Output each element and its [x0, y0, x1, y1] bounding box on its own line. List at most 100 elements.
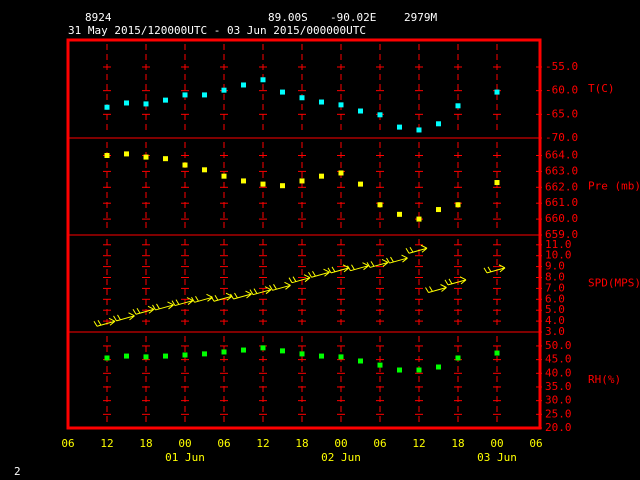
y-tick-label: 25.0	[545, 407, 572, 420]
point	[416, 127, 422, 133]
wind-arrow	[269, 281, 291, 291]
wind-arrow	[288, 274, 311, 284]
wind-arrow	[347, 262, 369, 272]
wind-arrow	[152, 301, 174, 311]
y-tick-label: 50.0	[545, 339, 572, 352]
y-tick-label: 663.0	[545, 164, 578, 177]
point	[104, 152, 110, 158]
wind-arrow	[366, 258, 389, 268]
point	[163, 97, 168, 103]
y-tick-label: 661.0	[545, 196, 578, 209]
day-label: 02 Jun	[321, 451, 361, 464]
point	[260, 181, 266, 187]
point	[241, 178, 246, 184]
y-tick-label: 45.0	[545, 353, 572, 366]
y-tick-label: 10.0	[545, 249, 572, 262]
point	[319, 99, 324, 105]
point	[338, 354, 344, 360]
point	[377, 362, 383, 368]
point	[299, 178, 305, 184]
point	[319, 353, 324, 359]
y-axis-label: T(C)	[588, 82, 615, 95]
point	[143, 354, 149, 360]
wind-arrow	[308, 268, 330, 278]
wind-arrow	[113, 312, 135, 322]
x-tick-label: 12	[100, 437, 113, 450]
point	[163, 156, 168, 162]
point	[494, 89, 500, 95]
wind-arrow	[230, 290, 252, 300]
x-tick-label: 06	[373, 437, 386, 450]
point	[280, 348, 285, 354]
x-tick-label: 06	[61, 437, 74, 450]
station: 8924	[85, 11, 112, 24]
wind-arrow	[132, 305, 155, 315]
point	[182, 92, 188, 98]
x-tick-label: 00	[178, 437, 191, 450]
day-label: 01 Jun	[165, 451, 205, 464]
point	[494, 180, 500, 186]
y-tick-label: 659.0	[545, 228, 578, 241]
x-tick-label: 18	[451, 437, 464, 450]
x-tick-label: 12	[256, 437, 269, 450]
x-tick-label: 00	[334, 437, 347, 450]
point	[182, 352, 188, 358]
point	[104, 355, 110, 361]
point	[143, 101, 149, 107]
point	[455, 355, 461, 361]
point	[260, 345, 266, 351]
point	[241, 82, 246, 88]
longitude: -90.02E	[330, 11, 376, 24]
point	[221, 87, 227, 93]
y-axis-label: Pre (mb)	[588, 180, 640, 193]
point	[494, 350, 500, 356]
point	[202, 351, 207, 357]
point	[299, 95, 305, 101]
point	[338, 102, 344, 108]
point	[280, 183, 285, 189]
point	[397, 211, 402, 217]
point	[377, 112, 383, 118]
wind-arrow	[171, 297, 194, 307]
point	[416, 216, 422, 222]
y-axis-label: SPD(MPS)	[588, 277, 640, 290]
point	[358, 358, 363, 364]
y-tick-label: -60.0	[545, 84, 578, 97]
wind-arrow	[483, 264, 506, 274]
point	[104, 104, 110, 110]
y-tick-label: 11.0	[545, 238, 572, 251]
point	[221, 349, 227, 355]
x-tick-label: 18	[295, 437, 308, 450]
point	[455, 103, 461, 109]
wind-arrow	[327, 264, 350, 274]
period: 31 May 2015/120000UTC - 03 Jun 2015/0000…	[68, 24, 366, 37]
y-tick-label: 20.0	[545, 421, 572, 434]
point	[436, 121, 441, 127]
point	[358, 181, 363, 187]
point	[436, 364, 441, 370]
elevation: 2979M	[404, 11, 437, 24]
x-tick-label: 06	[217, 437, 230, 450]
y-tick-label: -65.0	[545, 107, 578, 120]
point	[202, 92, 207, 98]
wind-arrow	[425, 284, 447, 293]
y-tick-label: 6.0	[545, 292, 565, 305]
point	[221, 173, 227, 179]
point	[143, 154, 149, 160]
point	[241, 347, 246, 353]
point	[260, 77, 266, 83]
x-tick-label: 18	[139, 437, 152, 450]
x-tick-label: 12	[412, 437, 425, 450]
wind-arrow	[444, 276, 467, 286]
point	[319, 173, 324, 179]
day-label: 03 Jun	[477, 451, 517, 464]
point	[280, 89, 285, 95]
y-tick-label: -55.0	[545, 60, 578, 73]
y-tick-label: 660.0	[545, 212, 578, 225]
point	[124, 100, 129, 106]
point	[397, 367, 402, 373]
y-tick-label: 662.0	[545, 180, 578, 193]
y-tick-label: 4.0	[545, 314, 565, 327]
wind-arrow	[405, 244, 428, 254]
